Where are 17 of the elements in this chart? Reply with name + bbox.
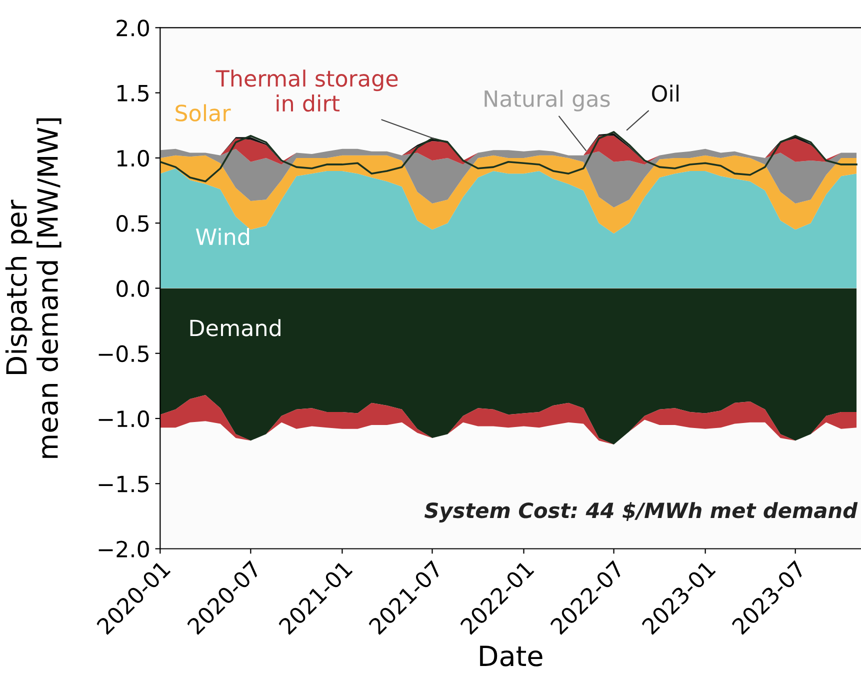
y-tick-label: 0.0 [116,280,149,297]
x-axis-title: Date [480,646,542,666]
y-tick-label: −1.0 [98,410,149,428]
series-label: Wind [196,228,250,246]
y-tick-label: 2.0 [116,20,149,36]
annotation: System Cost: 44 $/MWh met demand [424,502,858,522]
line-series [160,130,858,182]
y-axis-title: Dispatch per mean demand [MW/MW] [5,118,62,458]
text: Oil [652,84,678,102]
y-tick-label: −1.5 [98,476,148,492]
series-label: Natural gas [484,90,610,112]
series-label: Demand [190,319,280,336]
y-tick-label: 1.0 [118,150,149,167]
y-tick-label: −2.0 [98,540,149,558]
y-tick-label: 0.5 [116,215,148,232]
y-tick-label: −0.5 [98,345,148,362]
y-tick-label: 1.5 [118,85,148,102]
